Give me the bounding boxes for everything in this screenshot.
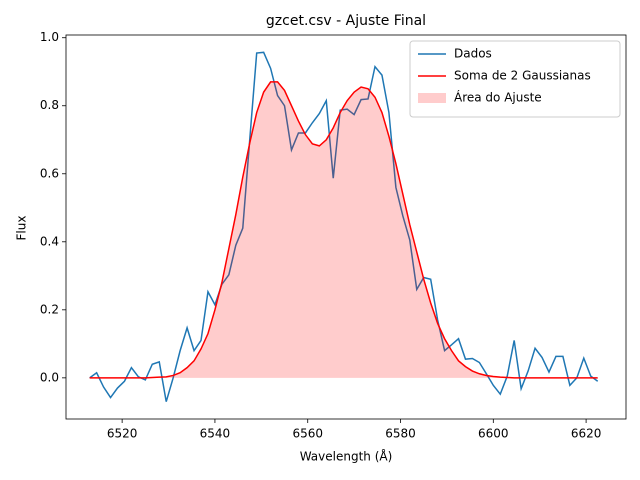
series-line [89, 51, 599, 402]
x-tick-label: 6540 [200, 427, 231, 441]
y-tick-label: 0.6 [40, 166, 59, 180]
x-tick-label: 6520 [107, 427, 138, 441]
legend-label: Área do Ajuste [454, 90, 542, 105]
plot-frame [65, 34, 627, 420]
x-tick-label: 6620 [571, 427, 602, 441]
y-tick-label: 1.0 [40, 30, 59, 44]
y-tick-label: 0.0 [40, 370, 59, 384]
x-tick-label: 6560 [292, 427, 323, 441]
y-tick-label: 0.8 [40, 98, 59, 112]
legend-label: Dados [454, 47, 492, 61]
y-axis-label: Flux [15, 216, 29, 241]
series-line [89, 81, 598, 379]
chart-title: gzcet.csv - Ajuste Final [266, 13, 426, 29]
fit-area [89, 81, 598, 378]
legend-box [409, 40, 621, 118]
x-tick-label: 6580 [385, 427, 416, 441]
x-tick-label: 6600 [478, 427, 509, 441]
y-tick-label: 0.2 [40, 302, 59, 316]
y-tick-label: 0.4 [40, 234, 59, 248]
legend-label: Soma de 2 Gaussianas [454, 69, 591, 83]
x-axis-label: Wavelength (Å) [300, 449, 393, 464]
legend-patch [418, 93, 446, 103]
legend: Dados Soma de 2 Gaussianas Área do Ajuste [409, 40, 621, 118]
